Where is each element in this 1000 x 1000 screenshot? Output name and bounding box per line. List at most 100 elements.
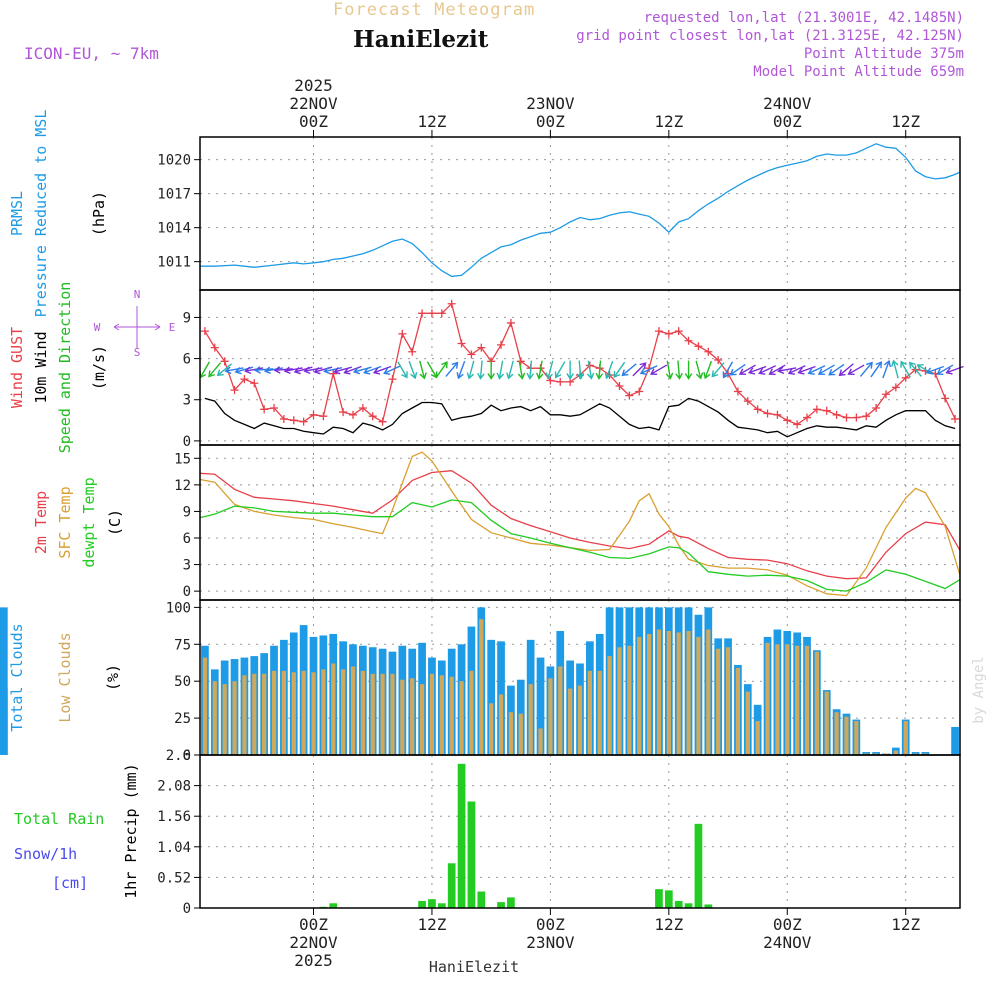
bar [479,619,484,755]
y-tick-label: 3 [183,393,191,409]
wind-direction-arrow-head [711,370,719,378]
time-label-top: 23NOV [526,94,575,113]
bar [735,667,741,755]
wind-direction-arrow [870,361,882,378]
wind-direction-arrow-head [456,372,464,380]
wind-direction-arrow-head [313,366,321,375]
panel-side-label: PRMSL [8,191,26,236]
wind-direction-arrow [640,365,658,374]
wind-direction-arrow-head [536,372,544,380]
wind-direction-arrow-head [576,372,585,380]
gust-marker [743,397,752,406]
wind-direction-arrow-head [613,370,621,379]
panel-frame [199,444,961,601]
wind-direction-arrow [397,361,408,378]
gust-marker [803,413,812,422]
wind-direction-arrow [274,368,293,372]
panel-side-label: Pressure Reduced to MSL [32,110,50,318]
gust-marker [783,416,792,425]
wind-direction-arrow [436,361,448,378]
bar [686,631,691,755]
gust-marker [891,383,900,392]
wind-direction-arrow-head [283,366,291,375]
wind-direction-arrow [798,365,816,374]
bar [429,673,435,755]
gust-marker [951,414,960,423]
bar [528,684,533,755]
gust-marker [279,414,288,423]
bar [507,897,515,908]
bar [291,672,296,755]
wind-direction-arrow-head [208,370,215,378]
wind-direction-arrow-head [441,361,448,369]
gust-marker [862,412,871,421]
wind-direction-arrow-head [466,372,474,380]
wind-direction-arrow-head [410,372,418,380]
gust-marker [556,377,565,386]
bar [775,644,780,755]
wind-direction-arrow-head [273,366,281,374]
wind-direction-arrow [778,367,797,372]
wind-direction-arrow [344,365,362,374]
gust-marker [270,403,279,412]
wind-direction-arrow [587,360,593,379]
panel-side-label: Total Clouds [8,623,26,731]
wind-direction-arrow-head [695,372,704,380]
wind-direction-arrow [598,360,602,379]
gust-marker [447,299,456,308]
y-tick-label: 75 [174,637,191,653]
wind-direction-arrow [695,360,702,379]
panel-side-label: Speed and Direction [56,282,74,454]
bar [518,713,523,755]
y-tick-label: 1020 [157,153,191,169]
bar [311,672,316,755]
bar [666,631,671,755]
wind-direction-arrow [730,363,746,376]
bar [903,721,908,755]
time-label-top: 22NOV [289,94,338,113]
gust-marker [358,403,367,412]
wind-direction-arrow-head [487,373,495,380]
bar [497,902,505,908]
gust-marker [506,318,515,327]
time-label-top: 00Z [773,112,802,131]
wind-direction-arrow-head [477,372,485,380]
wind-direction-arrow-head [828,368,836,376]
panel-side-label: Low Clouds [56,632,74,722]
bar [410,678,415,755]
bar [617,647,622,755]
wind-direction-arrow-head [722,371,730,379]
wind-direction-arrow-head [333,366,341,375]
wind-direction-arrow [518,360,524,379]
bar [370,673,375,755]
wind-direction-arrow [892,360,899,379]
wind-direction-arrow [384,365,401,374]
wind-direction-arrow-head [253,366,261,374]
compass-rose [113,306,161,348]
time-label-bottom: 00Z [773,915,802,934]
gust-marker [240,375,249,384]
gust-marker [329,369,338,378]
gust-marker [832,410,841,419]
panel-side-label: (hPa) [90,191,108,236]
wind-direction-arrow [722,361,734,378]
wind-direction-arrow-head [675,372,683,380]
bar [0,688,8,755]
bar [785,644,790,755]
gust-marker [230,386,239,395]
wind-direction-arrow-head [797,367,805,375]
wind-direction-arrow [284,367,303,372]
gust-marker [516,357,525,366]
y-tick-label: 0 [183,434,191,450]
bar [301,670,306,755]
wind-direction-arrow-head [900,360,907,368]
time-label-top: 2025 [294,76,333,95]
gust-marker [654,327,663,336]
wind-direction-arrow [666,360,672,379]
gust-marker [793,420,802,429]
bar [795,645,800,755]
y-tick-label: 0 [183,748,191,764]
bar [340,669,346,755]
time-label-top: 12Z [891,112,920,131]
time-label-bottom: 00Z [299,915,328,934]
